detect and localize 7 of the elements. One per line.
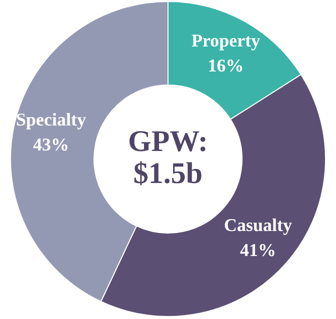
text: GPW: $1.5b [128,124,208,190]
data-label: 16% [208,56,244,76]
data-label: 41% [240,240,276,260]
data-label: 43% [32,134,69,154]
slice-label: Casualty [224,214,292,235]
slice-label: Specialty [16,109,86,130]
slice-label: Property [191,30,260,51]
